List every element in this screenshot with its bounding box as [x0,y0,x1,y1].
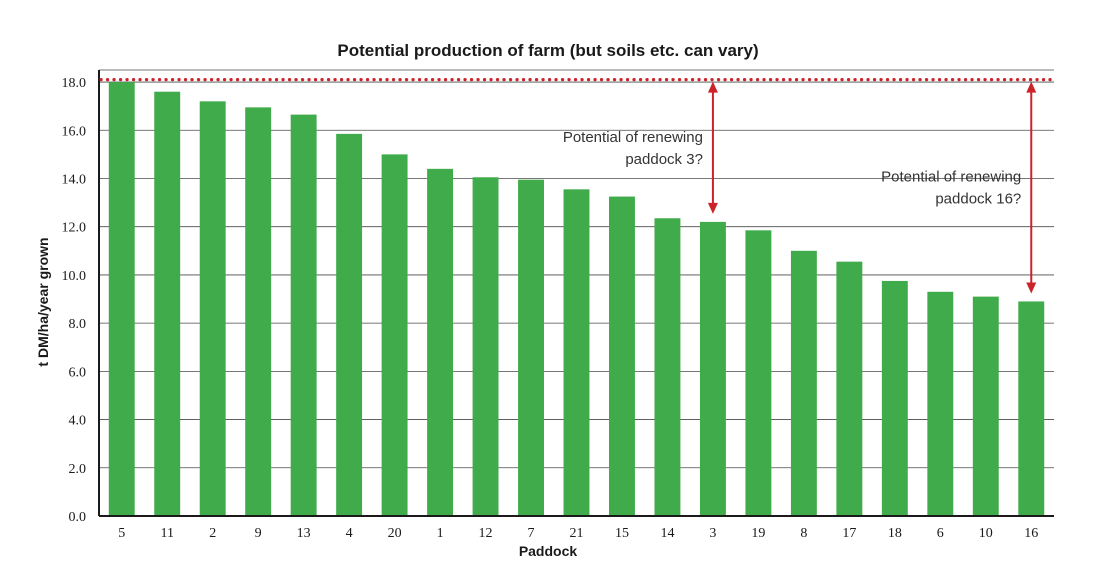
arrow-head-up [1026,81,1037,93]
arrow-head-down [707,202,718,214]
y-tick-label: 8.0 [69,317,87,332]
x-tick-label: 4 [346,526,353,541]
bar-paddock-2 [199,101,226,516]
bar-paddock-20 [381,154,408,517]
x-tick-label: 7 [528,526,535,541]
bar-paddock-21 [563,189,590,516]
y-tick-label: 12.0 [62,221,87,236]
annotation-text: Potential of renewing [563,129,703,146]
annotation-text: paddock 16? [935,191,1021,208]
y-tick-label: 10.0 [62,269,87,284]
x-tick-label: 9 [255,526,262,541]
x-tick-label: 5 [118,526,125,541]
bar-paddock-19 [745,230,772,517]
x-tick-label: 15 [615,526,629,541]
bar-paddock-10 [972,296,999,516]
annotation-text: paddock 3? [625,151,703,168]
x-tick-label: 20 [388,526,402,541]
arrow-head-up [707,81,718,93]
y-tick-label: 0.0 [69,510,87,525]
bar-paddock-9 [245,107,272,517]
x-tick-label: 16 [1024,526,1038,541]
x-tick-label: 19 [751,526,765,541]
x-tick-label: 12 [479,526,493,541]
x-tick-label: 21 [570,526,584,541]
y-tick-label: 18.0 [62,76,87,91]
arrow-head-down [1026,282,1037,294]
x-tick-label: 17 [842,526,856,541]
y-tick-label: 16.0 [62,124,87,139]
bar-paddock-1 [427,168,454,516]
bars [108,82,1045,517]
chart-title: Potential production of farm (but soils … [337,41,758,60]
bar-paddock-11 [154,91,181,516]
x-tick-label: 10 [979,526,993,541]
bar-paddock-12 [472,177,499,517]
x-tick-labels: 5 11 2 9 13 4 20 1 12 7 21 15 14 3 19 8 17 18 6 10 16 [118,526,1038,541]
y-tick-label: 2.0 [69,462,87,477]
bar-paddock-16 [1018,301,1045,516]
y-tick-label: 4.0 [69,414,87,429]
x-tick-label: 14 [660,526,674,541]
y-axis-label: t DM/ha/year grown [35,237,51,366]
bar-paddock-7 [518,179,544,516]
y-tick-label: 14.0 [62,172,87,187]
x-tick-label: 1 [437,526,444,541]
x-axis-label: Paddock [519,543,578,559]
bar-paddock-6 [927,291,954,516]
annotations: Potential of renewing paddock 3? Potential… [563,81,1037,294]
bar-paddock-5 [108,82,135,517]
annotation-text: Potential of renewing [881,169,1021,186]
y-tick-labels: 0.0 2.0 4.0 6.0 8.0 10.0 12.0 14.0 16.0 18.0 [62,76,87,525]
bar-paddock-15 [609,196,635,516]
x-tick-label: 8 [800,526,807,541]
x-tick-label: 11 [160,526,173,541]
x-tick-label: 13 [297,526,311,541]
x-tick-label: 6 [937,526,944,541]
axes [98,70,1054,517]
bar-paddock-14 [654,218,681,516]
bar-paddock-3 [699,221,726,516]
x-tick-label: 2 [209,526,216,541]
bar-paddock-17 [836,261,863,516]
x-tick-label: 18 [888,526,902,541]
y-tick-label: 6.0 [69,365,87,380]
x-tick-label: 3 [709,526,716,541]
bar-paddock-8 [790,250,817,517]
bar-paddock-4 [336,133,363,517]
bar-paddock-13 [290,114,317,516]
bar-paddock-18 [881,280,908,516]
